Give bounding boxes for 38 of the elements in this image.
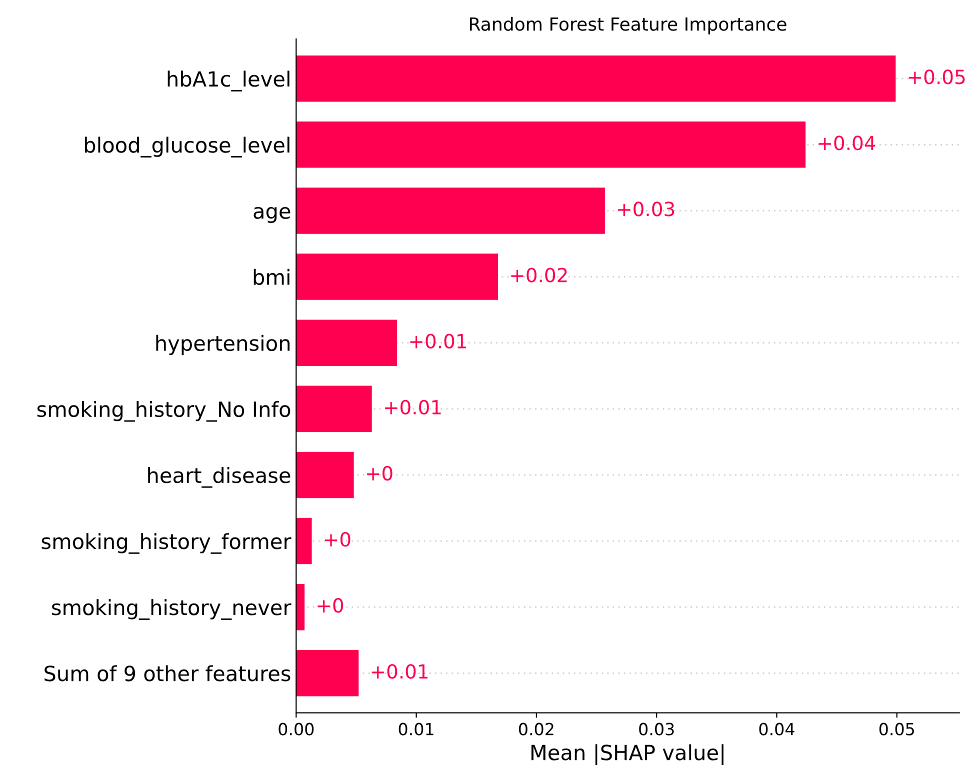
data-label: +0.04 [818, 136, 876, 150]
data-label: +0.05 [908, 70, 965, 84]
x-axis-title: Mean |SHAP value| [531, 744, 724, 766]
y-tick-label: hypertension [156, 334, 290, 356]
y-tick-label: bmi [254, 268, 290, 285]
y-tick-label: hbA1c_level [168, 70, 290, 92]
y-tick-label: Sum of 9 other features [44, 665, 290, 682]
data-label: +0.02 [511, 268, 567, 282]
bar [296, 254, 498, 300]
y-tick-label: smoking_history_former [42, 533, 292, 554]
data-label: +0 [318, 598, 344, 613]
y-tick-label: heart_disease [148, 467, 290, 488]
bar [296, 584, 305, 630]
bar [296, 55, 896, 102]
bar [296, 650, 359, 696]
x-tick-label: 0.00 [278, 722, 314, 736]
x-tick-label: 0.01 [398, 722, 434, 736]
bar [296, 188, 605, 234]
bar [296, 518, 312, 564]
x-tick-label: 0.05 [879, 722, 914, 736]
x-tick-label: 0.03 [639, 722, 674, 736]
x-tick-label: 0.02 [518, 722, 554, 736]
y-tick-label: smoking_history_never [52, 599, 292, 620]
y-tick-label: smoking_history_No Info [37, 400, 290, 422]
x-tick-label: 0.04 [759, 722, 794, 736]
chart-title: Random Forest Feature Importance [470, 16, 786, 34]
data-label: +0.01 [410, 334, 466, 348]
data-label: +0.01 [385, 400, 441, 415]
data-label: +0.01 [372, 664, 428, 679]
bar [296, 320, 398, 366]
data-label: +0 [366, 466, 392, 481]
y-tick-label: blood_glucose_level [84, 136, 290, 158]
y-tick-label: age [254, 206, 290, 223]
bar [296, 386, 372, 432]
data-label: +0.03 [618, 202, 674, 216]
data-label: +0 [324, 532, 350, 547]
bar [296, 452, 354, 498]
bar [296, 122, 806, 168]
